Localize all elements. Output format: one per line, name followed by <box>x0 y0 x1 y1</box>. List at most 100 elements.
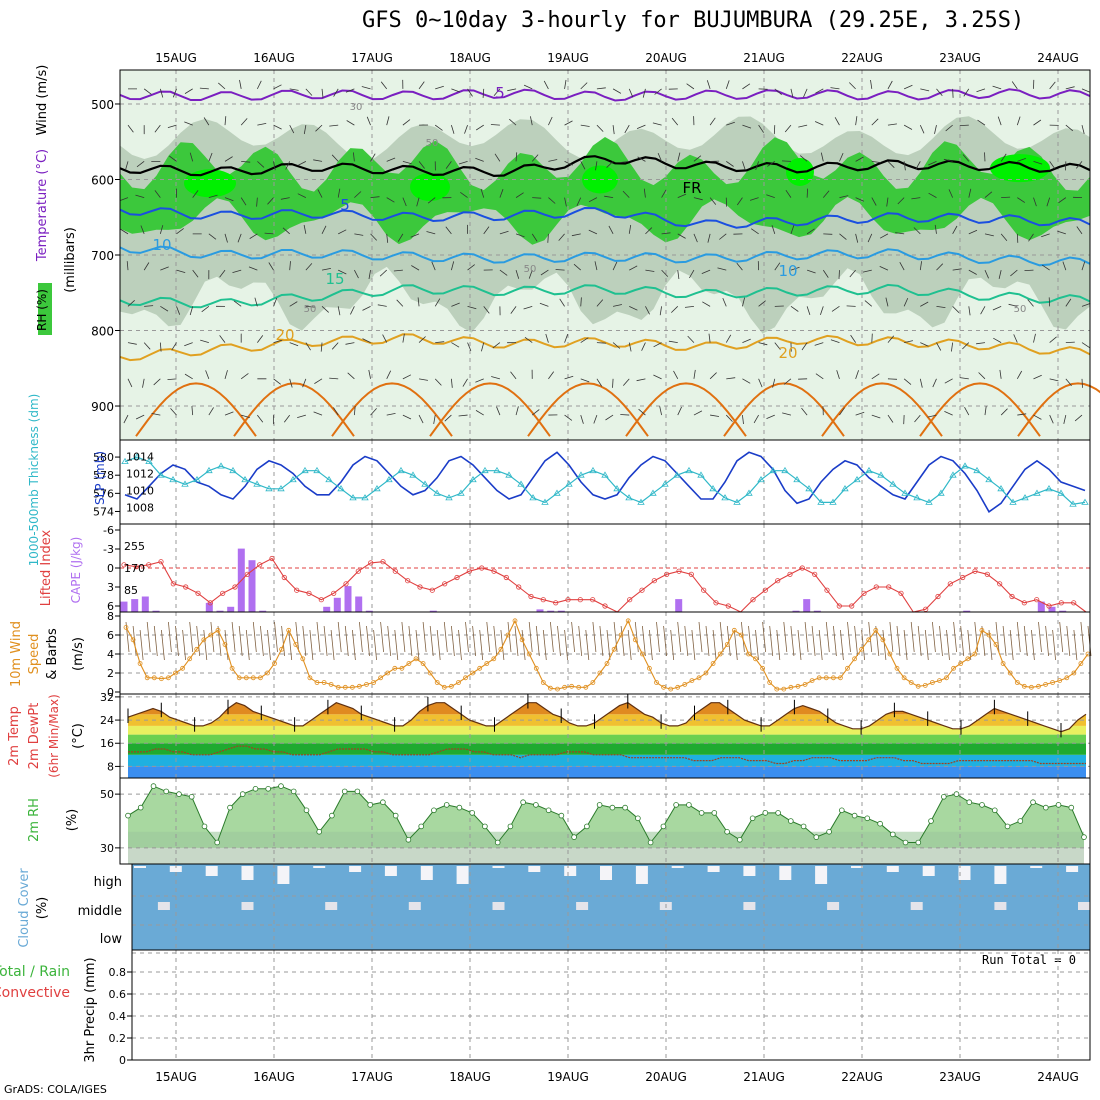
li-point <box>750 597 756 603</box>
upper-wind-barb <box>580 161 586 170</box>
wind-barb <box>542 629 547 661</box>
rh-point <box>239 791 246 797</box>
upper-wind-barb <box>1011 81 1018 90</box>
upper-wind-barb <box>1016 370 1023 380</box>
upper-wind-barb <box>855 156 864 162</box>
wind-speed-point <box>668 686 674 692</box>
upper-wind-barb <box>801 342 808 351</box>
upper-wind-barb <box>686 83 695 90</box>
upper-wind-barb <box>427 197 436 204</box>
upper-wind-barb <box>1000 408 1008 416</box>
wind-speed-point <box>809 678 815 683</box>
cloud-clear-high <box>886 866 899 872</box>
upper-wind-barb <box>169 155 177 162</box>
upper-wind-barb <box>645 269 655 272</box>
wind-speed-point <box>611 646 617 652</box>
cape-bar <box>323 606 331 612</box>
cape-bar <box>1059 610 1067 612</box>
wind-barb <box>472 625 476 657</box>
temp-axis-label-3: (6hr Min/Max) <box>47 694 61 778</box>
date-label-top: 15AUG <box>155 51 197 65</box>
upper-wind-barb <box>629 305 638 311</box>
upper-wind-barb <box>992 85 1002 90</box>
upper-wind-barb <box>659 406 662 416</box>
upper-wind-barb <box>580 297 582 307</box>
upper-wind-barb <box>483 306 490 314</box>
upper-wind-barb <box>968 188 972 198</box>
upper-wind-barb <box>321 268 331 271</box>
wind-barb <box>1073 629 1078 661</box>
upper-wind-barb <box>689 269 695 279</box>
li-point <box>1034 597 1040 603</box>
li-tick-label: -3 <box>103 543 114 556</box>
upper-wind-barb <box>331 342 339 350</box>
wind-speed-point <box>1057 678 1063 683</box>
upper-wind-barb <box>596 87 606 90</box>
cloud-clear-middle <box>576 902 589 910</box>
upper-wind-barb <box>184 121 193 126</box>
li-point <box>343 581 349 587</box>
thickness-point <box>181 480 189 487</box>
li-point <box>688 571 694 577</box>
upper-wind-barb <box>499 230 509 235</box>
cape-bar <box>963 610 971 612</box>
wind-barb <box>811 625 816 657</box>
wind-barb <box>175 625 179 657</box>
isotherm-5 <box>119 88 1091 102</box>
rh2m-unit-label: (%) <box>65 809 80 832</box>
upper-wind-barb <box>338 229 347 235</box>
thickness-point <box>133 453 141 460</box>
thickness-point <box>1009 498 1017 505</box>
upper-wind-barb <box>984 191 993 198</box>
rh-patch-bright <box>184 169 236 198</box>
thickness-point <box>433 489 441 496</box>
li-point <box>479 565 485 571</box>
upper-wind-barb <box>830 339 840 343</box>
upper-wind-barb <box>280 197 290 200</box>
upper-wind-barb <box>984 269 989 279</box>
wind-barb <box>691 629 696 661</box>
li-point <box>405 578 411 584</box>
rh-point <box>686 802 692 808</box>
upper-wind-barb <box>548 371 555 380</box>
upper-wind-barb <box>612 125 615 135</box>
upper-wind-barb <box>458 160 468 165</box>
rh-patch-bright <box>990 154 1050 183</box>
wind-speed-point <box>838 675 843 681</box>
upper-wind-barb <box>1046 197 1051 207</box>
cape-bar <box>205 602 213 612</box>
temp-tick-label: 8 <box>107 760 114 773</box>
wind-speed-point <box>420 661 426 666</box>
rh-point <box>749 815 756 822</box>
upper-wind-barb <box>302 378 307 388</box>
thickness-point <box>949 471 957 478</box>
upper-wind-barb <box>1017 158 1026 162</box>
upper-wind-barb <box>767 161 776 167</box>
rh-point <box>392 812 399 819</box>
upper-wind-barb <box>337 188 341 198</box>
wind-speed-point <box>894 665 900 671</box>
upper-wind-barb <box>435 341 445 343</box>
cloud-clear-high <box>205 866 218 876</box>
slp-axis-label: SLP (mb) <box>93 451 107 505</box>
thickness-point <box>313 466 321 474</box>
upper-wind-barb <box>1081 88 1091 93</box>
upper-wind-barb <box>224 233 228 243</box>
rh-patch-bright <box>410 173 450 202</box>
upper-wind-barb <box>558 233 565 241</box>
wind-barb <box>267 629 271 661</box>
upper-wind-barb <box>482 88 485 98</box>
wind-speed-point <box>484 661 490 666</box>
upper-wind-barb <box>1074 414 1083 422</box>
upper-wind-barb <box>687 335 695 343</box>
upper-wind-barb <box>993 337 1002 343</box>
upper-wind-barb <box>248 266 258 271</box>
upper-wind-barb <box>668 340 678 343</box>
li-point <box>1046 603 1052 609</box>
upper-wind-barb <box>119 197 129 202</box>
upper-wind-barb <box>799 155 808 162</box>
cloud-axis-label: Cloud Cover <box>17 868 32 948</box>
rh-point <box>1004 823 1011 830</box>
upper-wind-barb <box>593 414 598 424</box>
wind-barb <box>755 629 759 661</box>
